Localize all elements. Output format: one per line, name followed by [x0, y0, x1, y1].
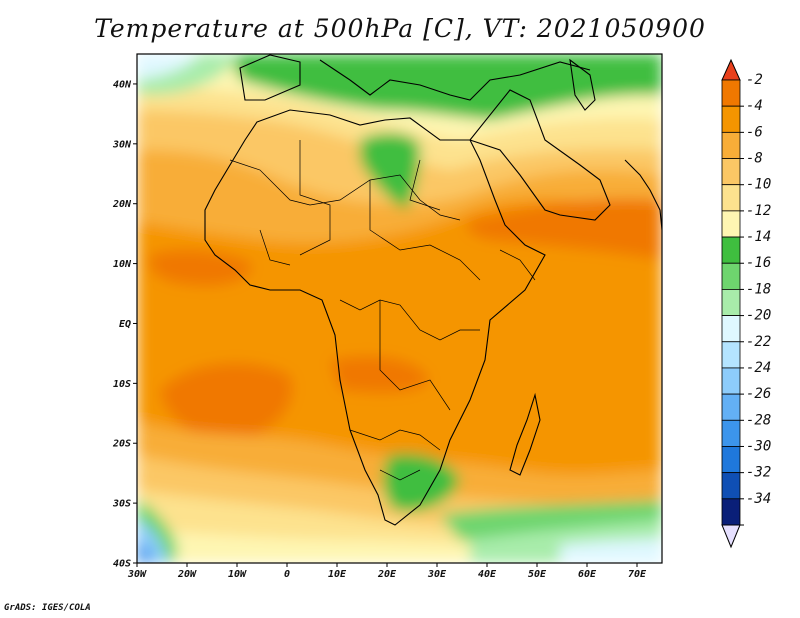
lon-tick-label: 10E: [328, 569, 347, 580]
colorbar-label: -16: [746, 255, 771, 271]
colorbar-label: -20: [746, 308, 771, 324]
colorbar-label: -12: [746, 203, 771, 219]
colorbar-top-arrow: [721, 58, 741, 81]
colorbar-swatch: [721, 236, 741, 264]
mediterranean-coast: [319, 59, 591, 101]
colorbar-swatch: [721, 105, 741, 133]
lon-tick-label: 50E: [528, 569, 547, 580]
lon-tick-label: 20W: [177, 569, 197, 580]
temperature-field: [137, 54, 662, 563]
colorbar-swatch: [721, 158, 741, 186]
map-title: Temperature at 500hPa [C], VT: 202105090…: [94, 14, 706, 43]
colorbar-label: -30: [746, 438, 771, 454]
credit-text: GrADS: IGES/COLA: [4, 603, 91, 613]
lat-tick-label: 10S: [113, 379, 131, 390]
colorbar-swatch: [721, 472, 741, 500]
colorbar-label: -10: [746, 177, 771, 193]
colorbar-swatch: [721, 184, 741, 212]
lon-tick-label: 0: [284, 569, 290, 580]
colorbar-bottom-arrow: [721, 524, 741, 549]
longitude-axis: 30W 20W 10W 0 10E 20E 30E 40E 50E 60E 70E: [127, 563, 647, 580]
colorbar-swatch: [721, 131, 741, 159]
colorbar-label: -26: [746, 386, 771, 402]
colorbar-label: -24: [746, 360, 771, 376]
lat-tick-label: 30N: [112, 139, 132, 150]
lat-tick-label: 30S: [112, 499, 131, 510]
colorbar-label: -4: [746, 98, 763, 114]
colorbar-swatch: [721, 315, 741, 343]
map-frame: [136, 53, 663, 564]
colorbar-label: -32: [746, 465, 771, 481]
lon-tick-label: 30W: [127, 569, 147, 580]
lon-tick-label: 20E: [377, 569, 397, 580]
lat-tick-label: 20S: [112, 439, 131, 450]
colorbar-swatch: [721, 419, 741, 447]
colorbar-swatch: [721, 367, 741, 395]
colorbar-label: -34: [746, 491, 771, 507]
colorbar-label: -14: [746, 229, 771, 245]
colorbar-swatch: [721, 498, 741, 526]
lon-tick-label: 10W: [228, 569, 247, 580]
lat-tick-label: 40S: [113, 559, 131, 570]
latitude-axis: 40N 30N 20N 10N EQ 10S 20S 30S 40S: [112, 79, 137, 570]
lat-tick-label: 40N: [113, 79, 132, 90]
colorbar-swatch: [721, 79, 741, 107]
colorbar-swatch: [721, 262, 741, 290]
lon-tick-label: 30E: [427, 569, 447, 580]
colorbar-swatch: [721, 341, 741, 369]
arabia-coastline: [469, 89, 611, 221]
lon-tick-label: 70E: [628, 569, 647, 580]
country-borders: [229, 140, 536, 481]
colorbar-label: -22: [746, 334, 771, 350]
colorbar-swatch: [721, 393, 741, 421]
colorbar-label: -8: [746, 151, 763, 167]
colorbar-label: -6: [746, 124, 763, 140]
colorbar-label: -28: [746, 412, 771, 428]
india-coastline: [624, 159, 662, 231]
iberia-coastline: [239, 54, 301, 101]
madagascar-coastline: [509, 392, 541, 476]
lon-tick-label: 60E: [578, 569, 597, 580]
lat-tick-label: 10N: [113, 259, 132, 270]
colorbar-swatch: [721, 289, 741, 316]
caspian-coastline: [569, 58, 596, 111]
lat-tick-label: EQ: [119, 319, 131, 330]
colorbar-swatch: [721, 210, 741, 238]
colorbar: -2 -4 -6 -8 -10 -12 -14 -16 -18 -20 -22 -24 -26 -28 -3…: [721, 58, 771, 549]
lat-tick-label: 20N: [112, 199, 132, 210]
colorbar-swatch: [721, 446, 741, 474]
coastline-outlines: [204, 54, 662, 526]
colorbar-label: -2: [746, 72, 763, 88]
lon-tick-label: 40E: [478, 569, 497, 580]
colorbar-label: -18: [746, 281, 771, 297]
africa-coastline: [204, 109, 546, 526]
